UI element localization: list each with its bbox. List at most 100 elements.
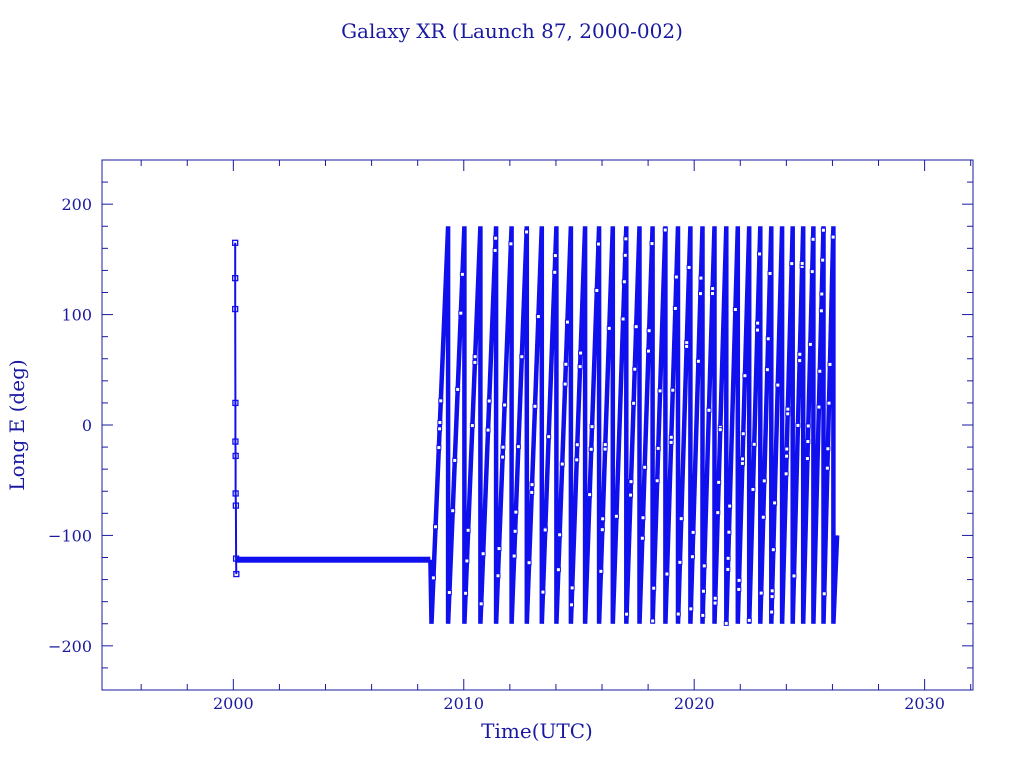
data-point	[732, 307, 738, 313]
data-point	[805, 423, 811, 429]
data-point	[463, 590, 469, 596]
data-point	[695, 358, 701, 364]
data-point	[437, 419, 443, 425]
data-point	[742, 373, 748, 379]
data-point	[830, 234, 836, 240]
data-point	[710, 286, 716, 292]
data-point	[654, 478, 660, 484]
data-point	[512, 528, 518, 534]
data-point	[602, 446, 608, 452]
data-point	[577, 364, 583, 370]
data-point	[725, 555, 731, 561]
data-point	[690, 529, 696, 535]
data-point	[233, 570, 240, 578]
data-point	[712, 600, 718, 606]
data-point	[546, 434, 552, 440]
data-point	[232, 452, 239, 460]
data-point	[810, 236, 816, 242]
data-point	[496, 546, 502, 552]
series-line-initial	[234, 242, 238, 575]
data-point	[664, 571, 670, 577]
data-point	[480, 551, 486, 557]
data-point	[709, 291, 715, 297]
data-point	[613, 513, 619, 519]
data-point	[769, 594, 775, 600]
data-point	[606, 325, 612, 331]
data-point	[715, 510, 721, 516]
data-point	[668, 439, 674, 445]
data-point	[677, 559, 683, 565]
data-point	[784, 453, 790, 459]
data-point	[624, 611, 630, 617]
x-tick-label: 2020	[674, 694, 715, 713]
data-point	[574, 457, 580, 463]
data-point	[595, 241, 601, 247]
data-point	[513, 509, 519, 515]
data-point	[726, 529, 732, 535]
data-point	[804, 456, 810, 462]
data-point	[433, 524, 439, 530]
data-point	[574, 442, 580, 448]
data-point	[809, 269, 815, 275]
data-point	[552, 269, 558, 275]
data-point	[529, 482, 535, 488]
data-point	[602, 442, 608, 448]
data-point	[783, 471, 789, 477]
data-point	[478, 601, 484, 607]
y-tick-label: 100	[61, 306, 92, 325]
data-point	[438, 398, 444, 404]
data-point	[578, 350, 584, 356]
data-point	[524, 229, 530, 235]
data-point	[797, 358, 803, 364]
data-point	[799, 260, 805, 266]
data-point	[678, 516, 684, 522]
x-tick-label: 2000	[213, 694, 254, 713]
data-point	[436, 445, 442, 451]
data-point	[472, 359, 478, 365]
data-point	[686, 264, 692, 270]
data-point	[789, 261, 795, 267]
data-point	[754, 327, 760, 333]
data-point	[701, 588, 707, 594]
series-line-drift	[428, 226, 840, 624]
data-point	[458, 310, 464, 316]
data-point	[684, 343, 690, 349]
data-point	[532, 403, 538, 409]
data-point	[819, 291, 825, 297]
data-point	[555, 567, 561, 573]
data-point	[689, 554, 695, 560]
data-point	[569, 602, 575, 608]
data-point	[761, 478, 767, 484]
data-point	[455, 386, 461, 392]
data-point	[736, 577, 742, 583]
data-point	[746, 617, 752, 623]
data-point	[642, 464, 648, 470]
data-point	[825, 446, 831, 452]
data-point	[620, 316, 626, 322]
data-point	[492, 247, 498, 253]
data-point	[535, 314, 541, 320]
data-point	[631, 400, 637, 406]
data-point	[446, 590, 452, 596]
data-point	[672, 305, 678, 311]
data-point	[688, 606, 694, 612]
data-point	[727, 503, 733, 509]
chart-title: Galaxy XR (Launch 87, 2000-002)	[341, 19, 683, 43]
data-point	[655, 445, 661, 451]
data-point	[600, 516, 606, 522]
data-point	[464, 558, 470, 564]
y-tick-label: 0	[82, 416, 92, 435]
data-point	[668, 434, 674, 440]
data-point	[817, 368, 823, 374]
data-point	[559, 461, 565, 467]
data-point	[785, 411, 791, 417]
data-point	[712, 595, 718, 601]
data-point	[697, 291, 703, 297]
x-tick-label: 2010	[443, 694, 484, 713]
data-point	[519, 354, 525, 360]
data-point	[640, 515, 646, 521]
data-point	[508, 241, 514, 247]
data-point	[459, 271, 465, 277]
data-point	[725, 566, 731, 572]
